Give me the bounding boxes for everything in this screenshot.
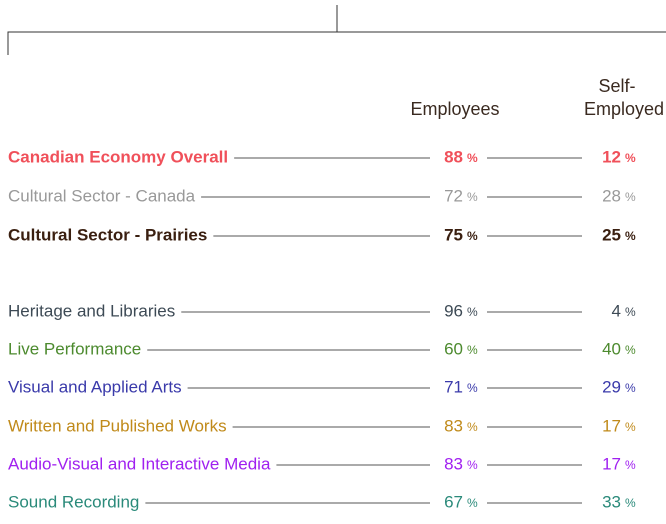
row-label: Written and Published Works xyxy=(8,416,227,435)
unit: % xyxy=(467,381,478,395)
unit: % xyxy=(467,496,478,510)
unit: % xyxy=(625,420,636,434)
employees-value: 72 xyxy=(444,186,463,205)
unit: % xyxy=(625,229,636,243)
unit: % xyxy=(625,343,636,357)
self-employed-value: 28 xyxy=(602,186,621,205)
self-employed-value: 12 xyxy=(602,147,621,166)
employees-value: 83 xyxy=(444,416,463,435)
unit: % xyxy=(625,190,636,204)
row-label: Audio-Visual and Interactive Media xyxy=(8,454,271,473)
row-label: Cultural Sector - Canada xyxy=(8,186,196,205)
self-employed-value: 29 xyxy=(602,377,621,396)
header-self-employed: Employed xyxy=(584,99,664,119)
employees-value: 88 xyxy=(444,147,463,166)
connector xyxy=(7,5,666,55)
row-label: Live Performance xyxy=(8,339,141,358)
row-label: Canadian Economy Overall xyxy=(8,147,228,166)
unit: % xyxy=(625,381,636,395)
header-self-employed: Self- xyxy=(598,76,635,96)
employees-value: 96 xyxy=(444,301,463,320)
unit: % xyxy=(467,343,478,357)
employees-value: 67 xyxy=(444,492,463,511)
unit: % xyxy=(625,458,636,472)
unit: % xyxy=(467,420,478,434)
row-label: Sound Recording xyxy=(8,492,139,511)
self-employed-value: 33 xyxy=(602,492,621,511)
unit: % xyxy=(467,190,478,204)
employees-value: 83 xyxy=(444,454,463,473)
self-employed-value: 17 xyxy=(602,416,621,435)
unit: % xyxy=(467,229,478,243)
unit: % xyxy=(467,458,478,472)
row-label: Heritage and Libraries xyxy=(8,301,175,320)
unit: % xyxy=(467,151,478,165)
self-employed-value: 25 xyxy=(602,225,621,244)
employees-value: 60 xyxy=(444,339,463,358)
employees-value: 71 xyxy=(444,377,463,396)
self-employed-value: 17 xyxy=(602,454,621,473)
employees-value: 75 xyxy=(444,225,463,244)
unit: % xyxy=(625,305,636,319)
row-label: Visual and Applied Arts xyxy=(8,377,182,396)
header-employees: Employees xyxy=(410,99,499,119)
row-label: Cultural Sector - Prairies xyxy=(8,225,207,244)
unit: % xyxy=(467,305,478,319)
unit: % xyxy=(625,496,636,510)
unit: % xyxy=(625,151,636,165)
self-employed-value: 4 xyxy=(612,301,621,320)
self-employed-value: 40 xyxy=(602,339,621,358)
